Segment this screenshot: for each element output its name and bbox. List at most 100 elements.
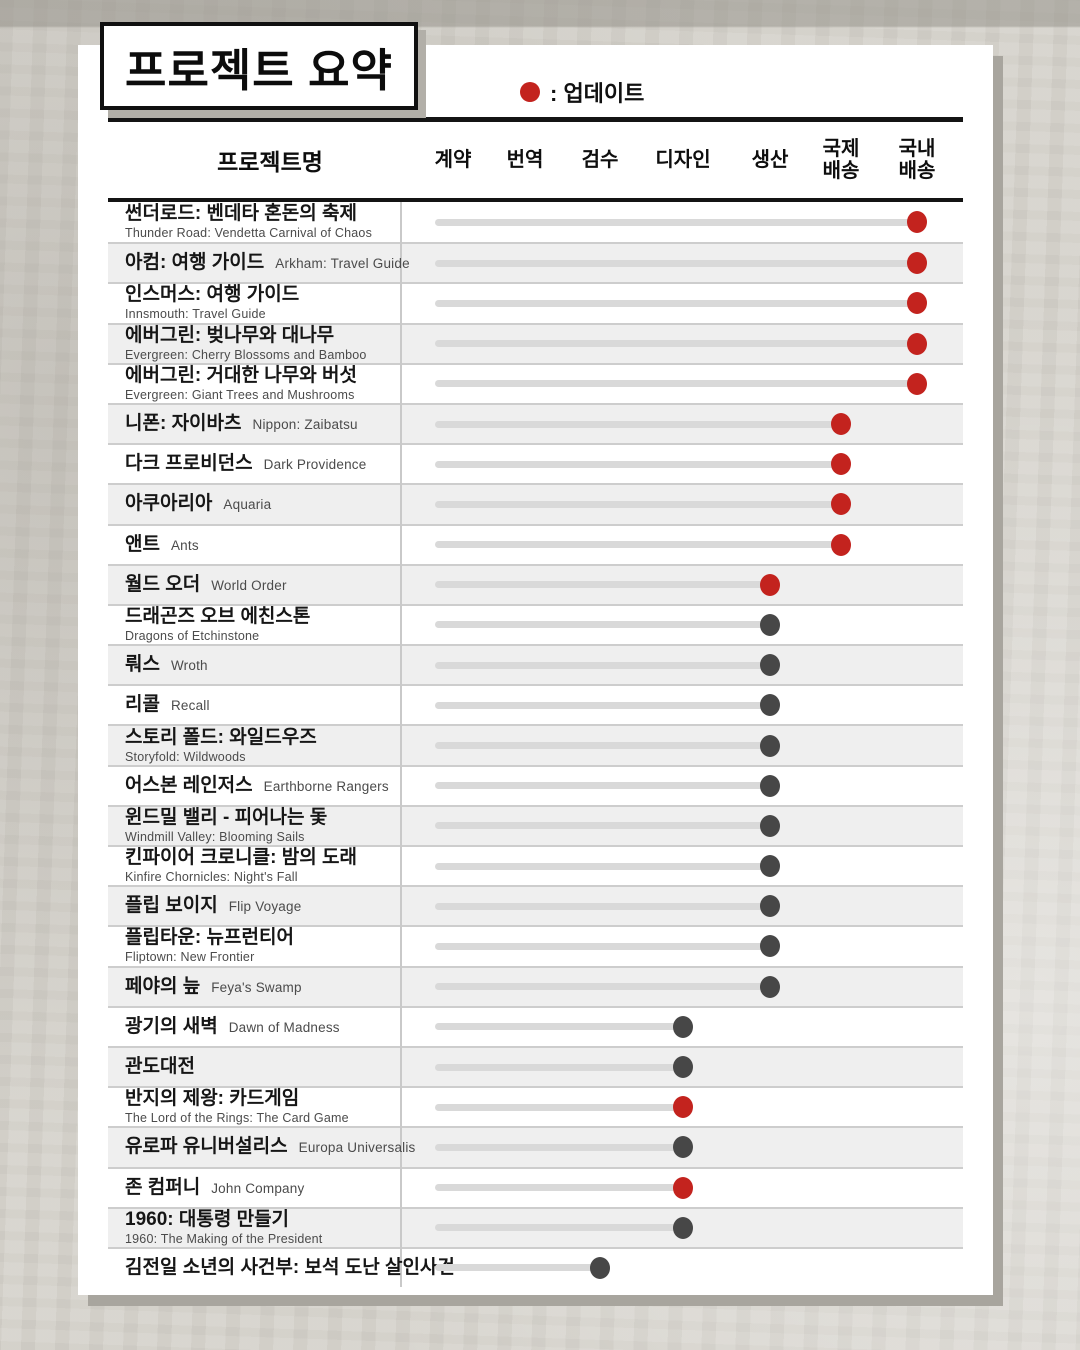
project-name-kr: 스토리 폴드: 와일드우즈: [125, 726, 317, 748]
progress-track: [435, 340, 925, 348]
legend: : 업데이트: [520, 76, 644, 108]
progress-dot-updated: [831, 533, 851, 556]
progress-dot: [760, 935, 780, 958]
progress-track: [435, 1103, 691, 1111]
progress-track: [435, 1063, 691, 1071]
progress-dot-updated: [831, 413, 851, 436]
project-name-cell: 아쿠아리아 Aquaria: [108, 485, 417, 523]
project-row: 어스본 레인저스 Earthborne Rangers: [108, 764, 963, 805]
project-name-cell: 김전일 소년의 사건부: 보석 도난 살인사건: [108, 1249, 455, 1287]
progress-track: [435, 902, 778, 910]
project-name-kr: 에버그린: 거대한 나무와 버섯: [125, 364, 357, 386]
project-name-cell: 리콜 Recall: [108, 686, 417, 724]
project-name-kr: 썬더로드: 벤데타 혼돈의 축제: [125, 203, 357, 225]
progress-track: [435, 1224, 691, 1232]
project-row: 광기의 새벽 Dawn of Madness: [108, 1005, 963, 1046]
progress-dot: [760, 895, 780, 918]
project-row: 존 컴퍼니 John Company: [108, 1166, 963, 1207]
progress-track: [435, 1184, 691, 1192]
project-row: 플립타운: 뉴프런티어 Fliptown: New Frontier: [108, 925, 963, 965]
progress-track: [435, 782, 778, 790]
project-name-cell: 뤄스 Wroth: [108, 646, 417, 684]
project-name-kr: 유로파 유니버설리스: [125, 1136, 288, 1158]
project-name-kr: 1960: 대통령 만들기: [125, 1208, 290, 1230]
project-row: 아쿠아리아 Aquaria: [108, 483, 963, 524]
project-name-en: Windmill Valley: Blooming Sails: [125, 829, 305, 844]
project-name-cell: 페야의 늪 Feya's Swamp: [108, 968, 417, 1006]
project-name-kr: 플립 보이지: [125, 895, 218, 917]
project-name-en: Arkham: Travel Guide: [275, 256, 410, 272]
project-name-en: Storyfold: Wildwoods: [125, 749, 246, 764]
project-name-en: Evergreen: Cherry Blossoms and Bamboo: [125, 347, 367, 362]
project-name-en: Dark Providence: [263, 457, 367, 473]
column-header-stage-2: 번역: [506, 149, 544, 171]
project-name-cell: 윈드밀 밸리 - 피어나는 돛 Windmill Valley: Blooming…: [108, 807, 417, 845]
progress-track: [435, 862, 778, 870]
project-name-en: Feya's Swamp: [211, 979, 302, 995]
project-name-kr: 존 컴퍼니: [125, 1176, 201, 1198]
project-name-kr: 니폰: 자이바츠: [125, 413, 242, 435]
progress-dot: [673, 1136, 693, 1159]
project-name-cell: 월드 오더 World Order: [108, 566, 417, 604]
progress-dot: [673, 1056, 693, 1079]
project-row: 관도대전: [108, 1045, 963, 1087]
project-name-en: Ants: [170, 537, 199, 553]
project-row: 유로파 유니버설리스 Europa Universalis: [108, 1126, 963, 1167]
project-name-cell: 드래곤즈 오브 에친스톤 Dragons of Etchinstone: [108, 606, 417, 644]
project-name-en: Kinfire Chornicles: Night's Fall: [125, 870, 298, 885]
project-name-kr: 어스본 레인저스: [125, 774, 253, 796]
progress-dot: [760, 855, 780, 878]
progress-dot: [760, 613, 780, 636]
project-name-cell: 니폰: 자이바츠 Nippon: Zaibatsu: [108, 405, 417, 443]
progress-track: [435, 581, 778, 589]
project-row: 인스머스: 여행 가이드 Innsmouth: Travel Guide: [108, 282, 963, 322]
project-name-kr: 페야의 늪: [125, 975, 201, 997]
project-row: 에버그린: 벚나무와 대나무 Evergreen: Cherry Blossoms…: [108, 322, 963, 363]
progress-track: [435, 742, 778, 750]
project-name-en: Evergreen: Giant Trees and Mushrooms: [125, 387, 355, 402]
column-header-stage-7: 국내 배송: [898, 138, 936, 182]
progress-dot: [590, 1256, 610, 1279]
progress-dot: [760, 654, 780, 677]
progress-dot: [760, 975, 780, 998]
project-name-kr: 플립타운: 뉴프런티어: [125, 927, 294, 949]
progress-dot-updated: [907, 252, 927, 275]
project-name-en: Thunder Road: Vendetta Carnival of Chaos: [125, 226, 373, 241]
header-bottom-rule: [108, 198, 963, 202]
project-name-cell: 유로파 유니버설리스 Europa Universalis: [108, 1128, 417, 1166]
project-name-en: Nippon: Zaibatsu: [252, 417, 358, 433]
project-row: 플립 보이지 Flip Voyage: [108, 885, 963, 926]
column-header-stage-1: 계약: [434, 149, 472, 171]
project-row: 페야의 늪 Feya's Swamp: [108, 965, 963, 1006]
project-name-cell: 썬더로드: 벤데타 혼돈의 축제 Thunder Road: Vendetta C…: [108, 202, 417, 242]
project-row: 니폰: 자이바츠 Nippon: Zaibatsu: [108, 402, 963, 444]
project-name-cell: 광기의 새벽 Dawn of Madness: [108, 1008, 417, 1046]
progress-dot-updated: [831, 493, 851, 516]
project-row: 킨파이어 크로니클: 밤의 도래 Kinfire Chornicles: Nigh…: [108, 845, 963, 885]
progress-dot: [760, 814, 780, 837]
progress-track: [435, 541, 849, 549]
project-row: 다크 프로비던스 Dark Providence: [108, 443, 963, 483]
progress-dot-updated: [907, 292, 927, 315]
project-name-kr: 다크 프로비던스: [125, 453, 253, 475]
table-header: 프로젝트명 계약 번역 검수 디자인 생산 국제 배송 국내 배송: [108, 122, 963, 198]
progress-track: [435, 380, 925, 388]
progress-dot-updated: [673, 1096, 693, 1119]
project-name-cell: 1960: 대통령 만들기 1960: The Making of the Pre…: [108, 1209, 417, 1247]
progress-track: [435, 420, 849, 428]
column-header-stage-6: 국제 배송: [822, 138, 860, 182]
progress-track: [435, 942, 778, 950]
progress-track: [435, 460, 849, 468]
project-row: 스토리 폴드: 와일드우즈 Storyfold: Wildwoods: [108, 724, 963, 765]
project-row: 아컴: 여행 가이드 Arkham: Travel Guide: [108, 242, 963, 283]
project-row: 윈드밀 밸리 - 피어나는 돛 Windmill Valley: Blooming…: [108, 804, 963, 845]
project-row: 월드 오더 World Order: [108, 563, 963, 604]
progress-track: [435, 1023, 691, 1031]
project-name-cell: 아컴: 여행 가이드 Arkham: Travel Guide: [108, 244, 417, 282]
project-row: 드래곤즈 오브 에친스톤 Dragons of Etchinstone: [108, 603, 963, 644]
project-name-cell: 앤트 Ants: [108, 526, 417, 564]
progress-track: [435, 983, 778, 991]
column-header-stage-5: 생산: [751, 149, 789, 171]
project-name-kr: 드래곤즈 오브 에친스톤: [125, 605, 311, 627]
project-name-en: Europa Universalis: [298, 1140, 416, 1156]
